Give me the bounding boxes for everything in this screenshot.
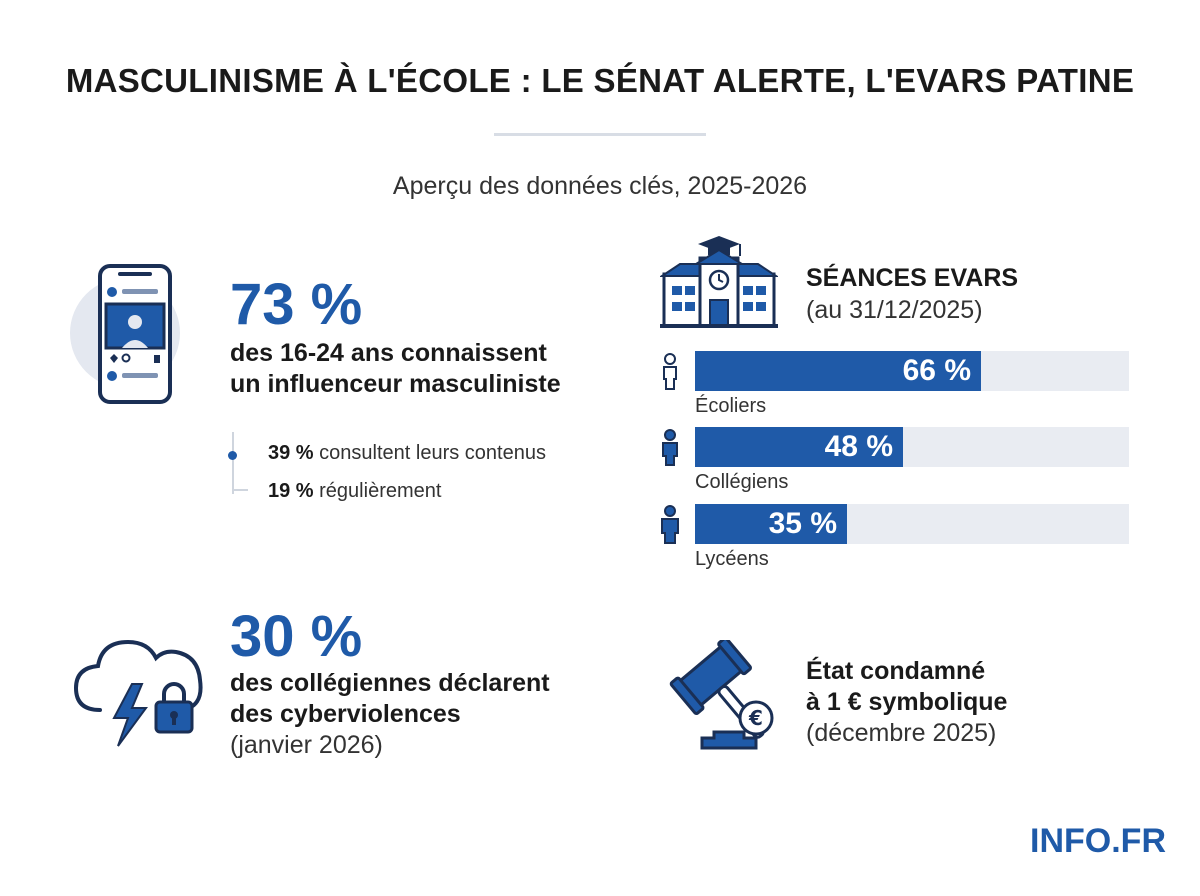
bar-row-lyceens: 35 % Lycéens [656, 504, 1136, 584]
cloud-lock-icon [73, 639, 203, 747]
cyber-stat-text: des collégiennes déclarent des cyberviol… [230, 668, 550, 761]
detail-item: 39 % consultent leurs contenus [268, 442, 546, 464]
bar-category-label: Lycéens [695, 548, 769, 570]
bar-value-label: 35 % [768, 507, 837, 540]
influencer-line2: un influenceur masculiniste [230, 370, 561, 398]
verdict-note: (décembre 2025) [806, 719, 997, 747]
evars-subtitle: (au 31/12/2025) [806, 296, 983, 324]
evars-title: SÉANCES EVARS [806, 264, 1019, 292]
bar-ecoliers: 66 % [695, 351, 981, 391]
verdict-line2: à 1 € symbolique [806, 688, 1008, 716]
page-title: MASCULINISME À L'ÉCOLE : LE SÉNAT ALERTE… [65, 62, 1135, 99]
verdict-text: État condamné à 1 € symbolique (décembre… [806, 656, 1007, 749]
details-connector [232, 432, 234, 494]
cyber-note: (janvier 2026) [230, 731, 383, 759]
bar-value-label: 48 % [824, 430, 893, 463]
brand-logo: INFO.FR [1030, 822, 1166, 860]
gavel-euro-icon: € [669, 640, 774, 750]
smartphone-icon [70, 264, 180, 404]
detail-item: 19 % régulièrement [268, 480, 442, 502]
page-subtitle: Aperçu des données clés, 2025-2026 [392, 172, 808, 200]
verdict-line1: État condamné [806, 657, 986, 685]
bar-track: 35 % [695, 504, 1129, 544]
bar-row-collegiens: 48 % Collégiens [656, 427, 1136, 507]
title-divider [494, 133, 706, 136]
student-icon [662, 429, 678, 466]
influencer-stat-value: 73 % [230, 272, 363, 337]
teen-icon [661, 505, 679, 544]
details-bullet [228, 451, 237, 460]
influencer-stat-text: des 16-24 ans connaissent un influenceur… [230, 338, 561, 400]
details-arrow [234, 489, 248, 491]
bar-value-label: 66 % [902, 354, 971, 387]
svg-text:€: € [748, 706, 763, 730]
child-icon [663, 353, 677, 390]
bar-track: 48 % [695, 427, 1129, 467]
school-building-icon [660, 236, 778, 328]
bar-category-label: Collégiens [695, 471, 789, 493]
cyber-line1: des collégiennes déclarent [230, 669, 550, 697]
influencer-line1: des 16-24 ans connaissent [230, 339, 547, 367]
cyber-line2: des cyberviolences [230, 700, 461, 728]
bar-collegiens: 48 % [695, 427, 903, 467]
bar-lyceens: 35 % [695, 504, 847, 544]
bar-category-label: Écoliers [695, 395, 767, 417]
bar-track: 66 % [695, 351, 1129, 391]
cyber-stat-value: 30 % [230, 604, 363, 669]
bar-row-ecoliers: 66 % Écoliers [656, 351, 1136, 431]
